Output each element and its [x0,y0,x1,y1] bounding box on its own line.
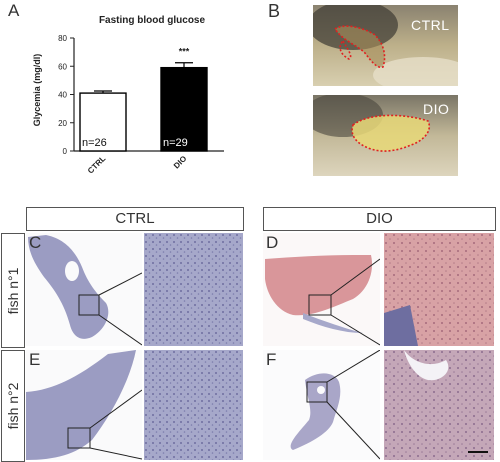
histology-dio-fish1-overview: D [263,233,380,346]
chart-title: Fasting blood glucose [99,15,206,26]
zoom-box [78,294,100,316]
photo-label-dio: DIO [423,101,450,117]
histology-ctrl-fish1-overview: C [26,233,142,346]
histology-dio-fish2-zoom [384,350,494,460]
row-label-fish-2-text: fish n°2 [5,382,21,430]
panel-letter-d: D [266,233,279,252]
x-tick-label: CTRL [86,154,108,176]
panel-letter-b: B [268,1,281,21]
zoom-box [306,381,328,403]
histology-ctrl-fish2-zoom [144,350,243,460]
panel-letter-c: C [29,233,42,252]
glucose-bar-chart: Fasting blood glucose Glycemia (mg/dl) 0… [32,15,224,176]
x-tick-label: DIO [172,154,188,170]
panel-letter-f: F [266,350,277,369]
panel-letter-e: E [29,350,41,369]
liver-outline-dio [351,114,430,152]
y-axis-label: Glycemia (mg/dl) [32,54,42,127]
histology-dio-fish1-zoom [384,233,494,346]
column-label-dio: DIO [263,207,496,231]
zoom-box [308,294,332,316]
significance-marker: *** [179,47,190,57]
liver-outline-ctrl [333,25,386,69]
panel-letter-a: A [8,1,20,20]
n-label: n=26 [82,137,107,149]
y-tick-label: 0 [63,147,68,156]
photo-label-ctrl: CTRL [411,17,450,33]
column-label-ctrl: CTRL [26,207,244,231]
y-tick-label: 80 [58,34,67,43]
liver-photo-dio: DIO [313,95,458,176]
y-tick-label: 20 [58,119,67,128]
histology-dio-fish2-overview: F [263,350,380,460]
n-label: n=29 [163,137,188,149]
liver-photo-ctrl: CTRL [313,5,458,86]
row-label-fish-1-text: fish n°1 [5,267,21,314]
histology-ctrl-fish2-overview: E [26,350,142,460]
zoom-box [67,427,91,449]
y-tick-label: 60 [58,62,67,71]
scale-bar [468,451,488,453]
y-tick-label: 40 [58,91,67,100]
row-label-fish-2: fish n°2 [1,350,25,462]
histology-ctrl-fish1-zoom [144,233,243,346]
row-label-fish-1: fish n°1 [1,233,25,348]
